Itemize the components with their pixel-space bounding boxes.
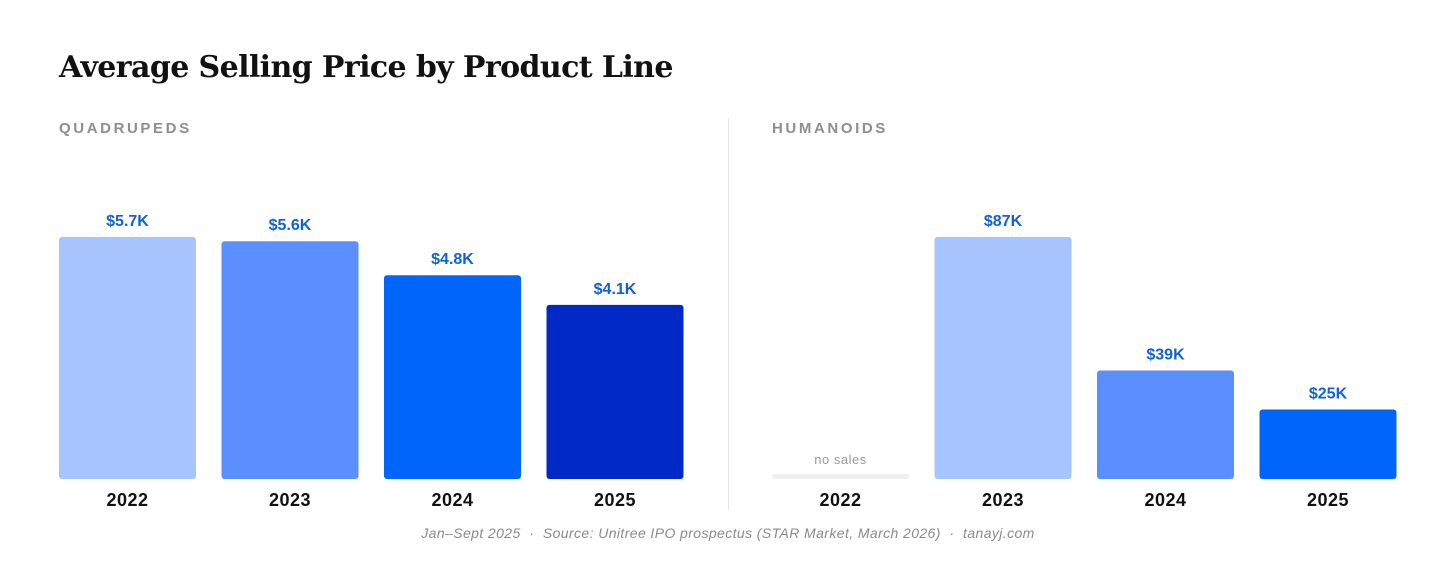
panel-label-quadrupeds: QUADRUPEDS bbox=[59, 120, 192, 137]
panel-humanoids: HUMANOIDS no sales 2022 $87K 2023 $39K 2024 $2… bbox=[729, 110, 1456, 510]
bar-quadrupeds-2023 bbox=[221, 241, 359, 479]
x-tick-quadrupeds-2025: 2025 bbox=[594, 490, 636, 510]
bar-quadrupeds-2024 bbox=[384, 275, 521, 479]
panel-quadrupeds: QUADRUPEDS $5.7K 2022 $5.6K 2023 $4.8K 2024 $4… bbox=[0, 110, 728, 510]
panel-divider bbox=[728, 118, 729, 510]
x-tick-quadrupeds-2023: 2023 bbox=[269, 490, 311, 510]
data-label-humanoids-2024: $39K bbox=[1146, 347, 1185, 364]
bar-humanoids-2025 bbox=[1259, 409, 1397, 479]
x-tick-humanoids-2025: 2025 bbox=[1307, 490, 1349, 510]
bar-quadrupeds-2022 bbox=[59, 237, 196, 479]
data-label-quadrupeds-2022: $5.7K bbox=[106, 213, 149, 230]
data-label-quadrupeds-2023: $5.6K bbox=[269, 217, 312, 234]
x-tick-humanoids-2024: 2024 bbox=[1144, 490, 1186, 510]
bar-humanoids-2022-no-sales bbox=[772, 474, 909, 479]
x-tick-humanoids-2022: 2022 bbox=[819, 490, 861, 510]
x-tick-quadrupeds-2022: 2022 bbox=[106, 490, 148, 510]
bar-quadrupeds-2025 bbox=[546, 304, 684, 479]
data-label-quadrupeds-2025: $4.1K bbox=[594, 281, 637, 298]
data-label-quadrupeds-2024: $4.8K bbox=[431, 251, 474, 268]
source-footer: Jan–Sept 2025 · Source: Unitree IPO pros… bbox=[421, 525, 1035, 541]
quadrupeds-bar-chart: $5.7K 2022 $5.6K 2023 $4.8K 2024 $4.1K 2025 bbox=[59, 213, 684, 510]
data-label-humanoids-2023: $87K bbox=[984, 213, 1023, 230]
data-label-humanoids-2025: $25K bbox=[1309, 385, 1348, 402]
bar-humanoids-2024 bbox=[1097, 370, 1234, 479]
chart-title: Average Selling Price by Product Line bbox=[59, 50, 673, 85]
data-label-humanoids-2022: no sales bbox=[814, 452, 866, 467]
x-tick-quadrupeds-2024: 2024 bbox=[431, 490, 473, 510]
x-tick-humanoids-2023: 2023 bbox=[982, 490, 1024, 510]
panel-label-humanoids: HUMANOIDS bbox=[772, 120, 888, 137]
bar-humanoids-2023 bbox=[934, 237, 1072, 479]
humanoids-bar-chart: no sales 2022 $87K 2023 $39K 2024 $25K 2025 bbox=[772, 213, 1397, 510]
